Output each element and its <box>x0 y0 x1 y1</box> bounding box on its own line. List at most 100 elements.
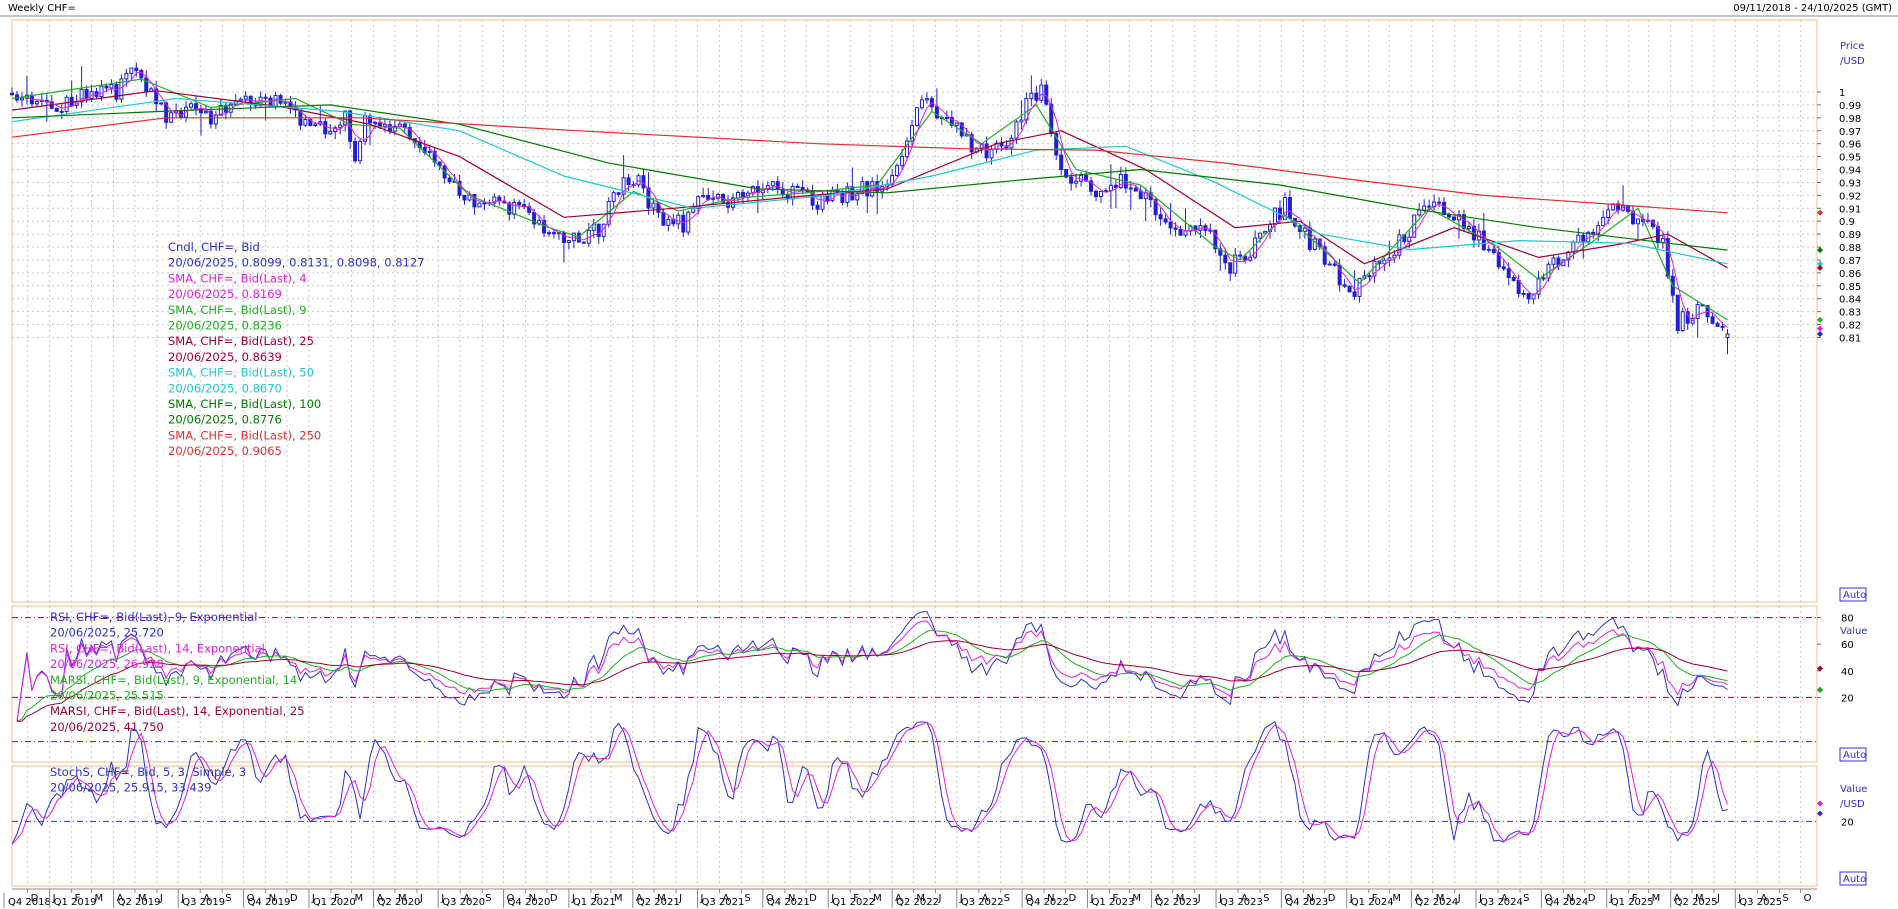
candle-body <box>1367 275 1372 278</box>
price-legend-line: SMA, CHF=, Bid(Last), 50 <box>168 366 314 380</box>
rsi-legend-line: 20/06/2025, 26.928 <box>50 657 164 671</box>
x-month-label: O <box>1804 893 1812 904</box>
candle-body <box>1302 227 1307 232</box>
candle-body <box>666 218 671 226</box>
candle-body <box>457 180 462 196</box>
candle-body <box>522 204 527 207</box>
candle-body <box>934 106 939 119</box>
y-tick-label: 0.94 <box>1839 166 1861 177</box>
last-value-marker <box>1817 264 1823 271</box>
candle-body <box>561 232 566 243</box>
x-month-label: D <box>809 893 817 904</box>
rsi-legend-line: 20/06/2025, 41.750 <box>50 720 164 734</box>
last-value-marker <box>1817 209 1823 216</box>
x-quarter-label: Q2 2023 <box>1155 897 1198 908</box>
x-month-label: O <box>1284 893 1292 904</box>
x-month-label: N <box>1566 893 1573 904</box>
candle-body <box>1029 92 1034 100</box>
sma-line-sma-9 <box>11 78 1728 321</box>
candle-body <box>740 191 745 198</box>
candle-body <box>129 67 134 74</box>
candle-body <box>278 95 283 104</box>
candle-body <box>79 88 84 103</box>
x-month-label: D <box>1068 893 1076 904</box>
x-month-label: F <box>334 893 340 904</box>
x-month-label: J <box>1089 893 1093 904</box>
x-month-label: A <box>377 893 384 904</box>
candle-body <box>1491 248 1496 254</box>
rsi-axis-title: Value <box>1840 626 1867 637</box>
candle-body <box>1680 311 1685 331</box>
candle-body <box>1422 205 1427 211</box>
candle-body <box>611 192 616 202</box>
x-month-label: A <box>636 893 643 904</box>
y-tick-label: 0.81 <box>1839 333 1861 344</box>
x-month-label: A <box>1414 893 1421 904</box>
candle-body <box>114 84 119 100</box>
x-month-label: J <box>1609 893 1613 904</box>
candle-body <box>1720 325 1725 328</box>
candle-body <box>1014 121 1019 139</box>
candle-body <box>1074 180 1079 184</box>
price-legend-line: SMA, CHF=, Bid(Last), 25 <box>168 334 314 348</box>
candle-body <box>566 240 571 243</box>
x-month-label: N <box>788 893 795 904</box>
x-month-label: A <box>1760 893 1767 904</box>
candle-body <box>1282 197 1287 220</box>
x-month-label: J <box>1478 893 1482 904</box>
candle-body <box>944 116 949 119</box>
candle-body <box>905 140 910 158</box>
y-tick-label: 0.95 <box>1839 153 1861 164</box>
candle-body <box>1173 227 1178 230</box>
y-tick-label: 0.91 <box>1839 204 1861 215</box>
x-quarter-label: Q4 2024 <box>1545 897 1588 908</box>
candle-body <box>850 186 855 201</box>
candle-body <box>1387 257 1392 261</box>
x-month-label: N <box>529 893 536 904</box>
x-quarter-label: Q3 2023 <box>1220 897 1263 908</box>
candle-body <box>1427 205 1432 208</box>
candle-body <box>596 223 601 237</box>
rsi-tick-label: 40 <box>1841 667 1854 678</box>
y-tick-label: 0.82 <box>1839 321 1861 332</box>
price-panel <box>11 19 1818 603</box>
candle-body <box>840 191 845 203</box>
x-quarter-label: Q2 2019 <box>118 897 161 908</box>
candle-body <box>263 96 268 99</box>
x-month-label: S <box>745 893 751 904</box>
candle-body <box>691 208 696 213</box>
x-month-label: D <box>1328 893 1336 904</box>
candle-body <box>1084 175 1089 182</box>
x-month-label: M <box>95 893 104 904</box>
price-legend-line: 20/06/2025, 0.8670 <box>168 381 282 395</box>
candle-body <box>333 127 338 133</box>
candle-body <box>238 98 243 102</box>
x-month-label: A <box>982 893 989 904</box>
sma-line-sma-4 <box>26 71 1728 328</box>
candle-body <box>1044 84 1049 105</box>
rsi-auto-button[interactable] <box>1839 747 1867 762</box>
candle-body <box>1178 228 1183 236</box>
candle-body <box>785 194 790 200</box>
candle-body <box>924 98 929 101</box>
candle-body <box>397 123 402 127</box>
candle-body <box>243 95 248 100</box>
candle-body <box>1635 218 1640 225</box>
x-month-label: A <box>1154 893 1161 904</box>
candle-body <box>467 194 472 201</box>
rsi-legend-line: MARSI, CHF=, Bid(Last), 14, Exponential,… <box>50 704 305 718</box>
candle-body <box>547 232 552 235</box>
stoch-auto-button[interactable] <box>1839 871 1867 886</box>
candle-body <box>895 165 900 176</box>
x-month-label: O <box>247 893 255 904</box>
candle-body <box>1581 234 1586 243</box>
rsi-last-value-marker <box>1817 665 1823 672</box>
last-value-marker <box>1817 325 1823 332</box>
price-auto-button[interactable] <box>1839 587 1867 602</box>
candle-body <box>507 202 512 215</box>
candle-body <box>1183 230 1188 236</box>
candle-body <box>1506 268 1511 278</box>
x-month-label: M <box>398 893 407 904</box>
sma-line-sma-250 <box>11 117 1728 214</box>
